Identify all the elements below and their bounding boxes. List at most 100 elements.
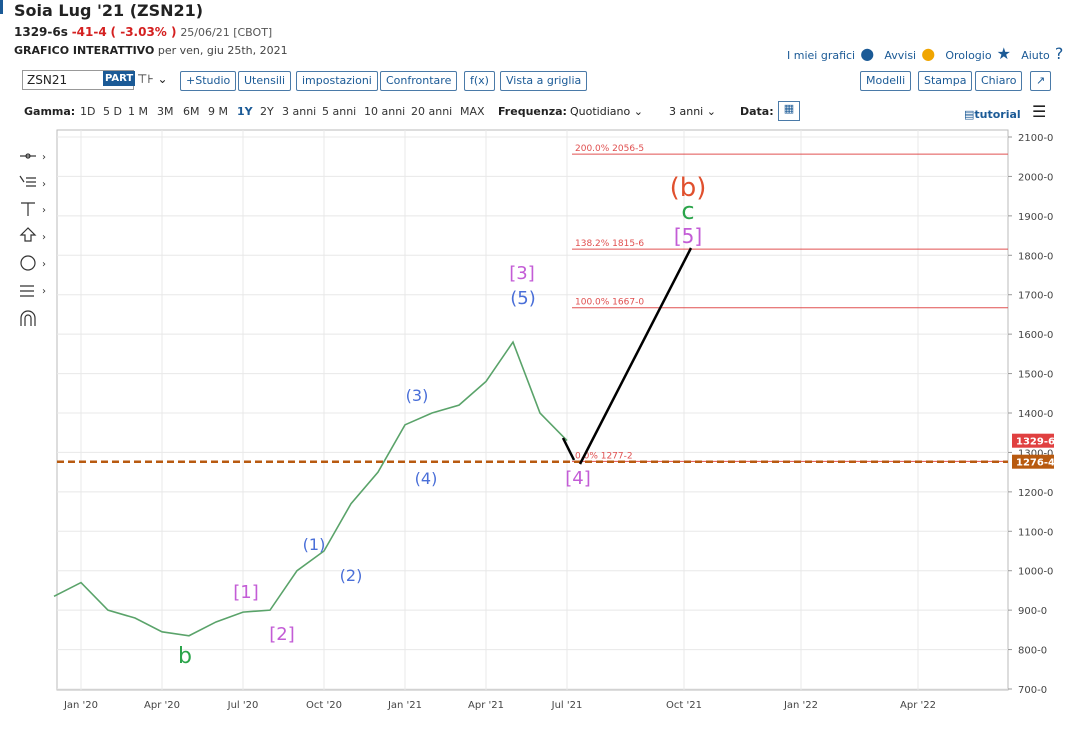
range-option[interactable]: 6M	[183, 105, 200, 118]
x-tick-label: Jul '20	[227, 700, 259, 711]
y-tick-label: 1400-0	[1018, 409, 1053, 420]
y-tick-label: 800-0	[1018, 646, 1047, 657]
range-label: Gamma:	[24, 105, 76, 118]
frequency[interactable]: Quotidiano ⌄	[570, 105, 643, 118]
price-badge-label: 1329-6	[1016, 437, 1055, 448]
title: Soia Lug '21 (ZSN21)	[14, 1, 204, 20]
y-tick-label: 900-0	[1018, 606, 1047, 617]
freq: Quotidiano	[570, 105, 631, 118]
svg-text:›: ›	[42, 286, 46, 297]
x-tick-label: Apr '21	[468, 700, 504, 711]
toolbar-button[interactable]: impostazioni	[296, 71, 378, 91]
svg-text:›: ›	[42, 232, 46, 243]
link[interactable]: Orologio	[945, 49, 992, 62]
wave-label: (b)	[670, 173, 707, 203]
tutorial[interactable]: ▤tutorial	[964, 108, 1021, 121]
change-pct: ( -3.03% )	[110, 25, 177, 39]
price: 1329-6s	[14, 25, 68, 39]
x-tick-label: Jul '21	[551, 700, 583, 711]
wave-label: c	[681, 197, 694, 225]
tutorial-text: tutorial	[974, 108, 1021, 121]
period-text: 3 anni	[669, 105, 704, 118]
x-tick-label: Apr '22	[900, 700, 936, 711]
range-option[interactable]: 5 D	[103, 105, 122, 118]
plot-area	[56, 129, 1009, 691]
y-tick-label: 1600-0	[1018, 330, 1053, 341]
y-tick-label: 2100-0	[1018, 133, 1053, 144]
price-badge	[1012, 454, 1054, 469]
wave-label: (3)	[406, 386, 429, 405]
wave-label: (1)	[303, 535, 326, 554]
period[interactable]: 3 anni ⌄	[669, 105, 716, 118]
price-badge-label: 1276-4	[1016, 458, 1055, 469]
y-tick-label: 1700-0	[1018, 291, 1053, 302]
projection-line	[578, 247, 693, 465]
y-tick-label: 1100-0	[1018, 527, 1053, 538]
price-badge	[1012, 433, 1054, 448]
range-option[interactable]: 1D	[80, 105, 96, 118]
range-option[interactable]: MAX	[460, 105, 485, 118]
link[interactable]: I miei grafici	[787, 49, 856, 62]
edge	[0, 0, 3, 14]
range-option[interactable]: 5 anni	[322, 105, 357, 118]
toolbar-button[interactable]: Confrontare	[380, 71, 458, 91]
price-line	[53, 340, 568, 637]
y-tick-label: 1500-0	[1018, 370, 1053, 381]
change: -41-4	[71, 25, 107, 39]
toolbar-button[interactable]: Modelli	[860, 71, 912, 91]
y-tick-label: 2000-0	[1018, 172, 1053, 183]
drawing-tools	[19, 153, 37, 326]
range-option[interactable]: 10 anni	[364, 105, 406, 118]
range-option[interactable]: 9 M	[208, 105, 228, 118]
x-tick-label: Oct '20	[306, 700, 342, 711]
date-label: Data:	[740, 105, 774, 118]
part[interactable]: PART	[103, 71, 136, 86]
svg-text:›: ›	[42, 179, 46, 190]
x-tick-label: Oct '21	[666, 700, 702, 711]
toolbar-button[interactable]: Chiaro	[975, 71, 1023, 91]
range-option[interactable]: 1 M	[128, 105, 148, 118]
x-tick-label: Apr '20	[144, 700, 180, 711]
toolbar-button[interactable]: Utensili	[238, 71, 292, 91]
wave-label: b	[178, 644, 192, 669]
freq-label: Frequenza:	[498, 105, 567, 118]
fib-label: 138.2% 1815-6	[575, 239, 644, 249]
y-tick-label: 1900-0	[1018, 212, 1053, 223]
wave-label: (5)	[510, 288, 536, 309]
fib-label: 0.0% 1277-2	[575, 451, 633, 461]
range-option[interactable]: 3M	[157, 105, 174, 118]
wave-label: (2)	[340, 566, 363, 585]
links: I miei grafici ● Avvisi ● Orologio ★ Aiu…	[787, 44, 1064, 63]
dropdown[interactable]: ⊤⊦ ⌄	[137, 72, 168, 86]
wave-label: [4]	[565, 468, 591, 489]
wave-label: (4)	[415, 469, 438, 488]
y-tick-label: 700-0	[1018, 685, 1047, 696]
wave-label: [3]	[509, 263, 535, 284]
y-tick-label: 1200-0	[1018, 488, 1053, 499]
range-option[interactable]: 2Y	[260, 105, 274, 118]
x-tick-label: Jan '20	[63, 700, 98, 711]
link[interactable]: Avvisi	[884, 49, 917, 62]
kind: GRAFICO INTERATTIVO	[14, 44, 155, 57]
toolbar-button[interactable]: Stampa	[918, 71, 973, 91]
y-tick-label: 1800-0	[1018, 251, 1053, 262]
range-option[interactable]: 3 anni	[282, 105, 317, 118]
fib-label: 100.0% 1667-0	[575, 298, 644, 308]
range-option[interactable]: 1Y	[237, 105, 253, 118]
wave-label: [2]	[269, 624, 295, 645]
wave-label: [5]	[674, 224, 702, 248]
expand[interactable]: ↗	[1030, 71, 1052, 91]
svg-text:›: ›	[42, 205, 46, 216]
toolbar-button[interactable]: Vista a griglia	[500, 71, 588, 91]
range-option[interactable]: 20 anni	[411, 105, 453, 118]
y-tick-label: 1300-0	[1018, 448, 1053, 459]
toolbar-button[interactable]: f(x)	[464, 71, 495, 91]
symbol: ZSN21	[27, 73, 68, 87]
menu[interactable]: ☰	[1032, 102, 1047, 121]
toolbar-button[interactable]: +Studio	[180, 71, 237, 91]
calendar[interactable]: ▦	[778, 101, 800, 121]
link[interactable]: Aiuto	[1021, 49, 1050, 62]
subtitle: GRAFICO INTERATTIVO per ven, giu 25th, 2…	[14, 44, 288, 57]
x-tick-label: Jan '22	[783, 700, 818, 711]
